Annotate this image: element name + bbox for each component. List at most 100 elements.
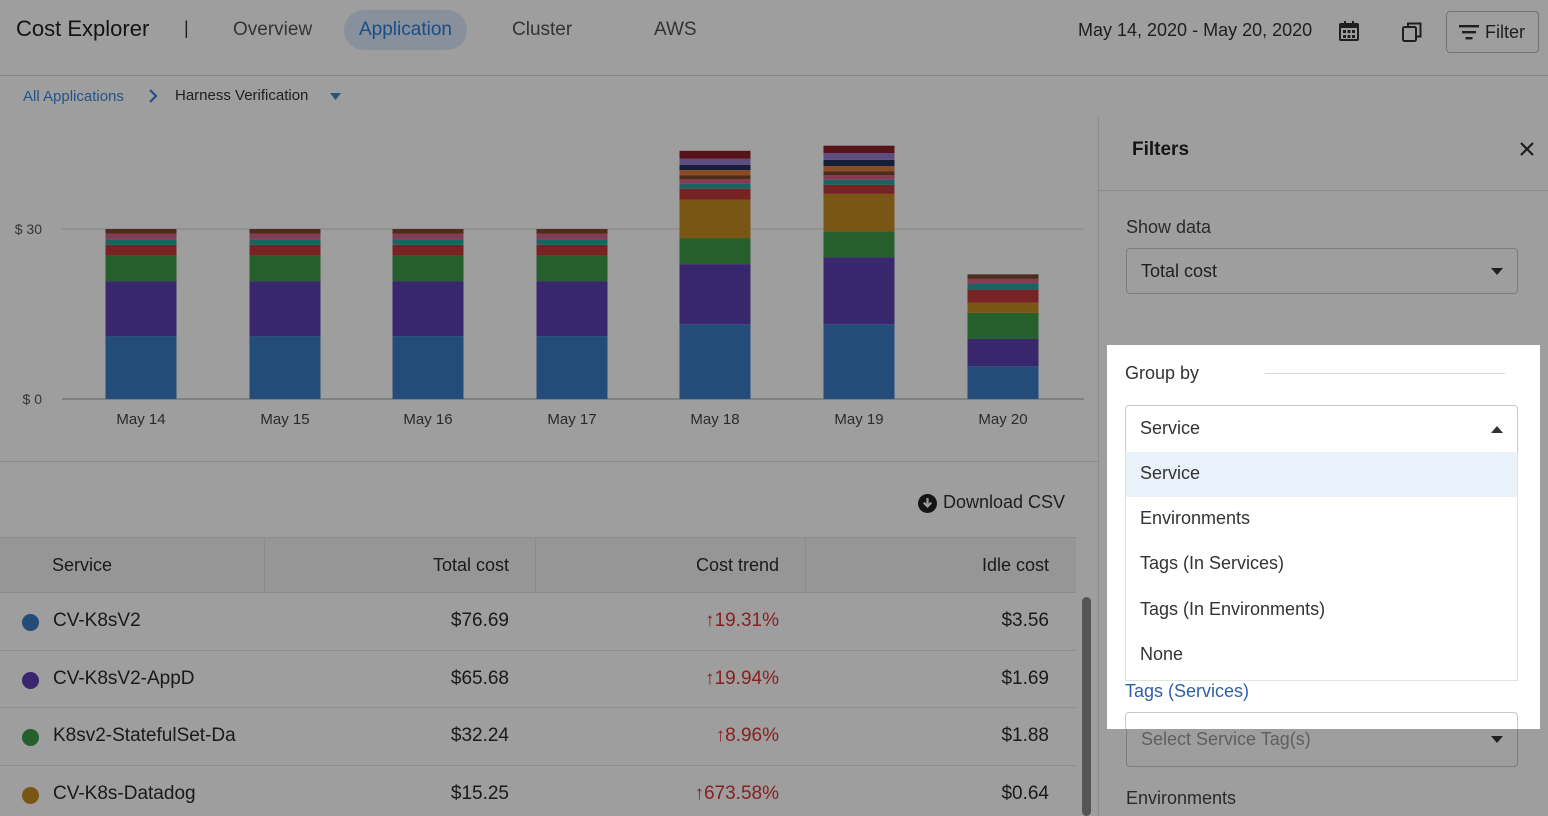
group-by-option-service[interactable]: Service	[1126, 452, 1517, 497]
bar-segment	[967, 283, 1039, 290]
tab-application[interactable]: Application	[344, 10, 467, 50]
trend-up-arrow-icon: ↑	[715, 725, 726, 746]
bar-segment	[249, 244, 321, 256]
bar-segment	[536, 281, 608, 337]
app-title: Cost Explorer	[16, 16, 150, 41]
date-range[interactable]: May 14, 2020 - May 20, 2020	[1078, 20, 1313, 40]
filter-button[interactable]: Filter	[1446, 11, 1539, 53]
group-by-option-none[interactable]: None	[1126, 633, 1517, 678]
tab-aws[interactable]: AWS	[654, 19, 697, 40]
cost-trend-value: 19.94%	[714, 667, 779, 689]
bar-segment	[823, 175, 895, 180]
bar-segment	[967, 274, 1039, 279]
group-by-section: Group by Service Service Environments Ta…	[1107, 345, 1540, 729]
bar-segment	[967, 338, 1039, 367]
cost-trend-value: 673.58%	[703, 782, 779, 804]
column-header-total-cost[interactable]: Total cost	[432, 555, 509, 575]
bar-segment	[536, 239, 608, 245]
bar-segment	[249, 255, 321, 282]
tab-overview[interactable]: Overview	[233, 19, 313, 40]
show-data-value: Total cost	[1141, 261, 1218, 281]
filters-panel-title: Filters	[1132, 139, 1190, 160]
chart-divider	[0, 461, 1098, 462]
series-color-dot	[22, 729, 39, 746]
bar-segment	[249, 336, 321, 399]
close-icon[interactable]	[1519, 141, 1535, 157]
bar-segment	[679, 188, 751, 200]
bar-segment	[392, 255, 464, 282]
bar-segment	[679, 164, 751, 171]
bar-segment	[105, 244, 177, 256]
service-tags-placeholder: Select Service Tag(s)	[1141, 729, 1311, 749]
tab-cluster[interactable]: Cluster	[512, 19, 573, 40]
breadcrumb-all-applications[interactable]: All Applications	[23, 88, 124, 105]
copy-icon[interactable]	[1400, 20, 1424, 44]
download-icon	[918, 494, 937, 513]
bar-segment	[392, 336, 464, 399]
group-by-option-tags-in-services[interactable]: Tags (In Services)	[1126, 542, 1517, 587]
cost-trend: ↑19.31%	[536, 610, 779, 632]
group-by-option-tags-in-environments[interactable]: Tags (In Environments)	[1126, 588, 1517, 633]
group-by-options-list: Service Environments Tags (In Services) …	[1125, 452, 1518, 681]
bar-segment	[823, 184, 895, 194]
y-tick-label: $ 30	[15, 221, 42, 237]
bar-segment	[823, 257, 895, 325]
calendar-icon[interactable]	[1338, 20, 1360, 42]
table-scrollbar[interactable]	[1082, 597, 1091, 816]
group-by-divider	[1265, 373, 1505, 374]
bar-segment	[105, 255, 177, 282]
caret-down-icon[interactable]	[330, 93, 341, 100]
bar-segment	[105, 233, 177, 240]
service-name: CV-K8sV2-AppD	[53, 667, 195, 689]
bar-segment	[679, 158, 751, 165]
bar-segment	[967, 302, 1039, 313]
bar-segment	[392, 281, 464, 337]
bar-segment	[823, 153, 895, 160]
bar-segment	[967, 278, 1039, 284]
breadcrumb-current-application[interactable]: Harness Verification	[175, 87, 309, 104]
download-csv-label: Download CSV	[943, 492, 1066, 512]
bar-segment	[105, 336, 177, 399]
option-label: Tags (In Services)	[1140, 553, 1285, 573]
option-label: Tags (In Environments)	[1140, 599, 1326, 619]
x-tick-label: May 16	[403, 411, 452, 428]
caret-down-icon	[1491, 736, 1503, 743]
bar-segment	[679, 150, 751, 159]
caret-down-icon	[1491, 268, 1503, 275]
column-header-cost-trend[interactable]: Cost trend	[695, 555, 779, 575]
bar-segment	[392, 233, 464, 240]
table-row[interactable]: K8sv2-StatefulSet-Da $32.24 ↑8.96% $1.88	[0, 708, 1076, 766]
table-row[interactable]: CV-K8s-Datadog $15.25 ↑673.58% $0.64	[0, 765, 1076, 816]
caret-up-icon	[1491, 426, 1503, 433]
bar-segment	[105, 281, 177, 337]
bar-segment	[967, 289, 1039, 303]
show-data-select[interactable]: Total cost	[1126, 248, 1518, 294]
x-tick-label: May 15	[260, 411, 309, 428]
series-color-dot	[22, 671, 39, 689]
group-by-select[interactable]: Service	[1125, 405, 1518, 453]
bar-segment	[392, 244, 464, 256]
table-row[interactable]: CV-K8sV2 $76.69 ↑19.31% $3.56	[0, 593, 1076, 651]
bar-segment	[823, 166, 895, 172]
total-cost: $32.24	[450, 725, 509, 746]
column-header-idle-cost[interactable]: Idle cost	[981, 555, 1049, 575]
group-by-label: Group by	[1125, 363, 1200, 383]
bar-segment	[536, 229, 608, 234]
bar-segment	[679, 175, 751, 180]
table-header: Service Total cost Cost trend Idle cost	[0, 537, 1076, 594]
trend-up-arrow-icon: ↑	[705, 667, 715, 689]
cost-trend-value: 19.31%	[714, 610, 779, 631]
title-separator: |	[184, 18, 189, 38]
idle-cost: $1.69	[1001, 667, 1049, 689]
table-row[interactable]: CV-K8sV2-AppD $65.68 ↑19.94% $1.69	[0, 650, 1076, 708]
cost-chart: $ 30 $ 0 May 14 May 15 May 16 May 17 May 18 May…	[15, 145, 1084, 428]
column-header-service[interactable]: Service	[52, 555, 113, 575]
bar-segment	[536, 233, 608, 240]
service-tags-select-top[interactable]	[1125, 712, 1518, 729]
option-label: None	[1140, 644, 1184, 664]
bar-segment	[823, 231, 895, 258]
group-by-option-environments[interactable]: Environments	[1126, 497, 1517, 542]
cost-trend: ↑673.58%	[536, 783, 779, 805]
x-tick-label: May 18	[690, 411, 739, 428]
option-label: Service	[1140, 463, 1201, 483]
